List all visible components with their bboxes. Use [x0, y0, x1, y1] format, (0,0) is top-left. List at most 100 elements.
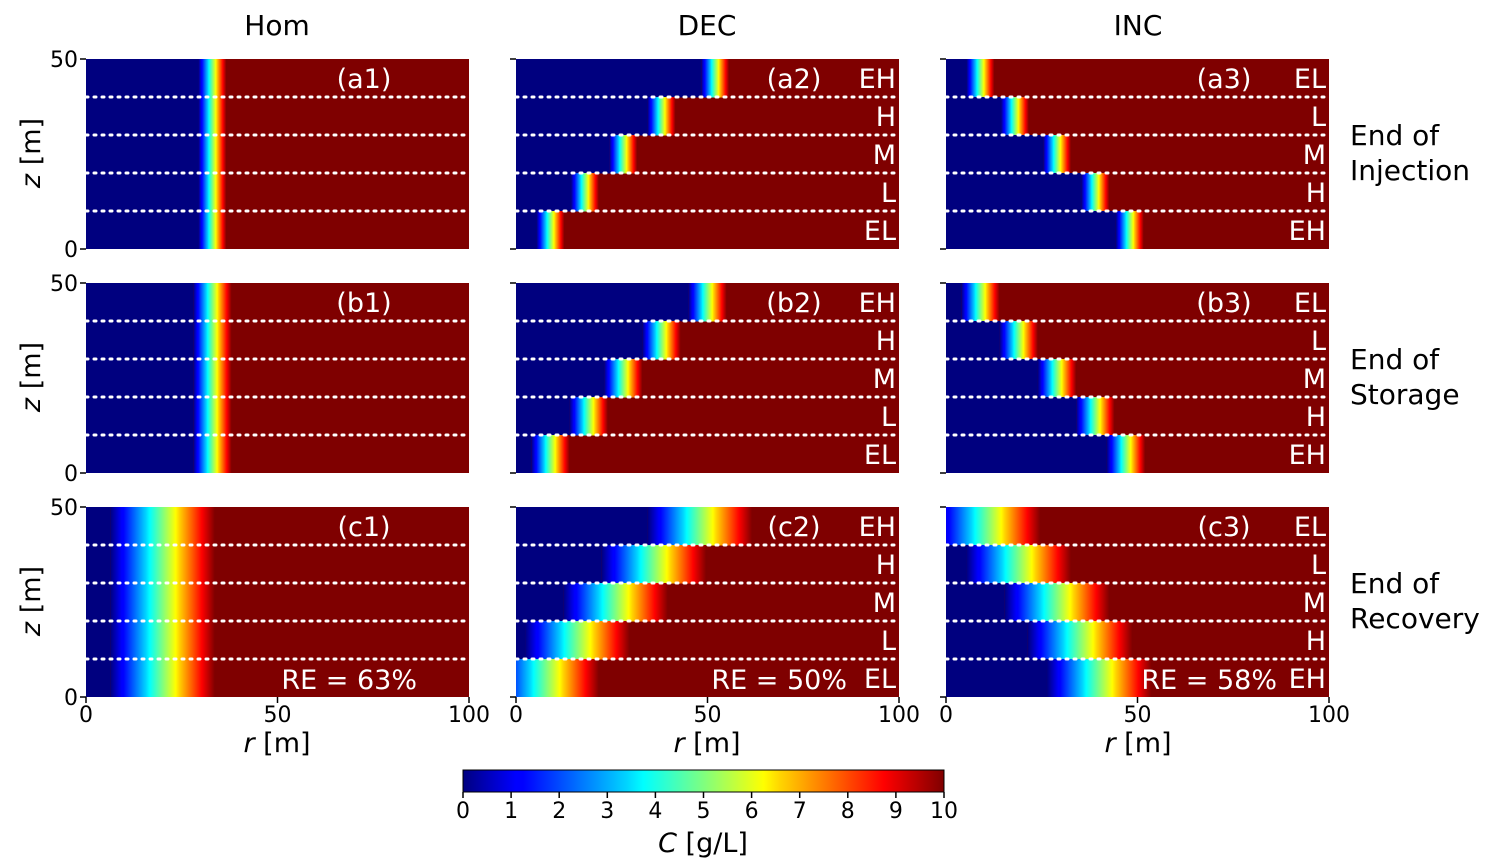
- layer-label: EH: [1289, 664, 1326, 695]
- mixing-front: [1001, 97, 1029, 136]
- mixing-front: [193, 435, 232, 473]
- y-tick-label: 0: [64, 238, 78, 263]
- x-tick-label: 100: [878, 703, 920, 728]
- mixing-front: [198, 59, 227, 98]
- layer-label: H: [876, 102, 896, 133]
- layer-label: EH: [1289, 440, 1326, 471]
- fresh-water-zone: [516, 397, 570, 436]
- fresh-water-zone: [946, 59, 967, 98]
- y-axis-label-row1: z [m]: [16, 118, 47, 189]
- layer-label: L: [1311, 326, 1326, 357]
- colorbar-ticks: 0 1 2 3 4 5 6 7 8 9 10: [456, 792, 958, 824]
- y-axis-label-row3: z [m]: [16, 566, 47, 637]
- mixing-front: [193, 283, 232, 322]
- layer-label: EL: [864, 216, 896, 247]
- colorbar-tick-label: 5: [697, 799, 711, 824]
- mixing-front: [966, 545, 1071, 584]
- colorbar-tick-label: 7: [793, 799, 807, 824]
- recovery-efficiency-label: RE = 63%: [281, 665, 417, 696]
- x-axis-label-hom: r [m]: [243, 728, 310, 759]
- mixing-front: [198, 135, 227, 174]
- colorbar-tick-label: 10: [930, 799, 958, 824]
- colorbar: [462, 769, 945, 793]
- fresh-water-zone: [86, 545, 111, 584]
- mixing-front: [688, 283, 727, 322]
- x-axis-label-inc: r [m]: [1104, 728, 1171, 759]
- mixing-front: [701, 59, 730, 98]
- colorbar-tick-label: 1: [504, 799, 518, 824]
- mixing-front: [198, 211, 227, 249]
- x-tick-label: 0: [939, 703, 953, 728]
- y-tick-label: 50: [50, 48, 78, 73]
- x-tick-label: 100: [1308, 703, 1350, 728]
- fresh-water-zone: [516, 583, 564, 622]
- mixing-front: [1046, 659, 1152, 697]
- mixing-front: [563, 583, 668, 622]
- column-title-dec: DEC: [678, 9, 737, 42]
- x-tick-label: 50: [694, 703, 722, 728]
- layer-label: EH: [859, 512, 896, 543]
- fresh-water-zone: [86, 321, 194, 360]
- layer-label: L: [881, 402, 896, 433]
- mixing-front: [601, 545, 707, 584]
- mixing-front: [198, 173, 227, 212]
- colorbar-tick-label: 6: [745, 799, 759, 824]
- mixing-front: [946, 507, 1041, 546]
- colorbar-tick-label: 8: [841, 799, 855, 824]
- fresh-water-zone: [86, 173, 199, 212]
- layer-label: EL: [1294, 64, 1326, 95]
- panel-id: (a3): [1197, 64, 1252, 95]
- x-tick-label: 100: [448, 703, 490, 728]
- fresh-water-zone: [86, 397, 194, 436]
- layer-label: EL: [1294, 288, 1326, 319]
- colorbar-label: C [g/L]: [658, 828, 748, 859]
- panel-b1: (b1): [84, 283, 471, 473]
- panel-a3: (a3) EL LMH EH: [944, 59, 1331, 249]
- row-title-storage-line1: End of: [1350, 343, 1440, 376]
- fresh-water-zone: [516, 545, 602, 584]
- layer-label: EL: [864, 440, 896, 471]
- mixing-front: [999, 321, 1038, 360]
- panel-id: (a1): [337, 64, 392, 95]
- mixing-front: [1076, 397, 1115, 436]
- mixing-front: [193, 397, 232, 436]
- x-tick-label: 50: [264, 703, 292, 728]
- fresh-water-zone: [516, 59, 702, 98]
- fresh-water-zone: [86, 211, 199, 249]
- recovery-efficiency-label: RE = 58%: [1141, 665, 1277, 696]
- fresh-water-zone: [516, 507, 648, 546]
- row-title-injection-line2: Injection: [1350, 154, 1470, 187]
- fresh-water-zone: [946, 545, 967, 584]
- panel-c3: (c3) EL LMH EH RE = 58%: [944, 507, 1331, 697]
- mixing-front: [569, 397, 608, 436]
- mixing-front: [604, 359, 643, 398]
- mixing-front: [647, 507, 753, 546]
- row-title-recovery-line1: End of: [1350, 567, 1440, 600]
- layer-label: H: [1306, 178, 1326, 209]
- mixing-front: [1115, 211, 1144, 249]
- fresh-water-zone: [516, 359, 605, 398]
- fresh-water-zone: [946, 583, 1005, 622]
- panel-a1: (a1): [84, 59, 471, 249]
- layer-label: M: [1303, 140, 1326, 171]
- fresh-water-zone: [86, 621, 111, 660]
- fresh-water-zone: [946, 435, 1107, 473]
- mixing-front: [110, 583, 215, 622]
- fresh-water-zone: [516, 283, 689, 322]
- fresh-water-zone: [946, 321, 1000, 360]
- mixing-front: [966, 59, 995, 98]
- fresh-water-zone: [86, 583, 111, 622]
- y-tick-label: 0: [64, 686, 78, 711]
- colorbar-tick-label: 9: [889, 799, 903, 824]
- fresh-water-zone: [86, 659, 111, 697]
- layer-label: L: [881, 626, 896, 657]
- mixing-front: [525, 621, 630, 660]
- layer-label: EH: [859, 64, 896, 95]
- layer-label: EH: [859, 288, 896, 319]
- layer-label: EL: [864, 664, 896, 695]
- mixing-front: [1106, 435, 1146, 473]
- fresh-water-zone: [516, 321, 643, 360]
- mixing-front: [516, 659, 599, 697]
- layer-label: M: [1303, 588, 1326, 619]
- row-title-storage-line2: Storage: [1350, 378, 1460, 411]
